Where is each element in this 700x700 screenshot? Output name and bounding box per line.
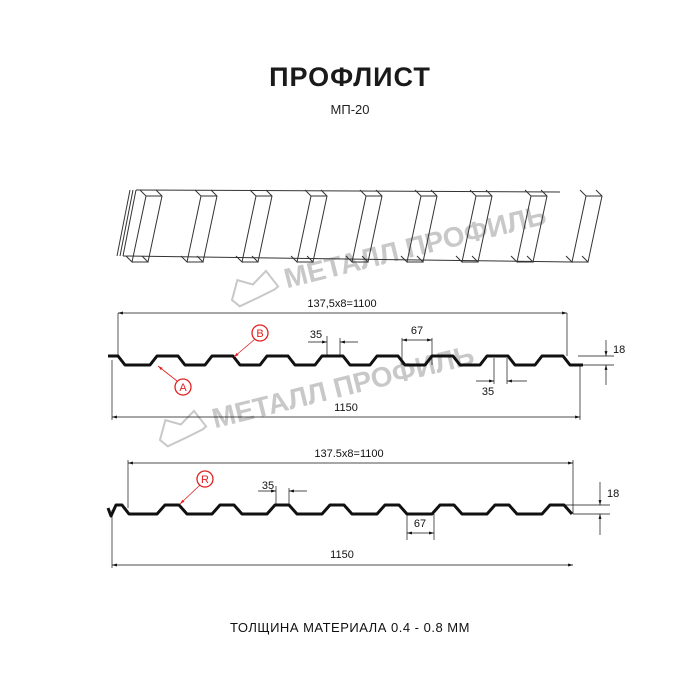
watermark-1: МЕТАЛЛ ПРОФИЛЬ (230, 199, 549, 308)
sheet-rib (565, 189, 587, 264)
watermark-2: МЕТАЛЛ ПРОФИЛЬ (158, 339, 477, 448)
marker-a-label: A (179, 382, 187, 394)
page-title: ПРОФЛИСТ (269, 62, 431, 92)
height-label: 18 (607, 488, 619, 500)
sheet-rib (400, 189, 422, 264)
sheet-rib (297, 195, 327, 263)
sheet-rib (407, 195, 437, 263)
marker-r-label: R (201, 474, 209, 486)
sheet-rib (581, 189, 603, 264)
height-label: 18 (613, 344, 625, 356)
watermark-text: МЕТАЛЛ ПРОФИЛЬ (281, 199, 549, 294)
profile-top-outline (108, 354, 583, 367)
marker-r (196, 470, 214, 488)
width-label: 1150 (330, 549, 354, 561)
material-thickness: ТОЛЩИНА МАТЕРИАЛА 0.4 - 0.8 ММ (230, 620, 470, 635)
sheet-rib (141, 189, 163, 264)
sheet-rib (510, 189, 532, 264)
sheet-rib (345, 189, 367, 264)
top-width-label: 35 (262, 480, 274, 492)
sheet-rib (180, 189, 202, 264)
model-subtitle: МП-20 (330, 102, 370, 117)
sheet-rib (306, 189, 328, 264)
sheet-3d-view (116, 189, 603, 264)
profile-bottom-outline (106, 503, 574, 518)
sheet-rib (116, 189, 137, 257)
sheet-rib (235, 189, 257, 264)
sheet-rib (572, 195, 602, 263)
marker-b (251, 324, 269, 342)
trough-label: 67 (414, 518, 426, 530)
sheet-rib (517, 195, 547, 263)
sheet-rib (462, 195, 492, 263)
sheet-rib (471, 189, 493, 264)
marker-b-label: B (256, 328, 263, 340)
trough-label: 67 (411, 325, 423, 337)
sheet-rib (132, 195, 162, 263)
sheet-rib (242, 195, 272, 263)
sheet-rib (290, 189, 312, 264)
sheet-rib (361, 189, 383, 264)
sheet-rib (125, 189, 147, 264)
watermark-text: МЕТАЛЛ ПРОФИЛЬ (209, 339, 477, 434)
top-width-label: 35 (310, 329, 322, 341)
sheet-rib (187, 195, 217, 263)
bottom-width-label: 35 (482, 386, 494, 398)
sheet-rib (455, 189, 477, 264)
sheet-rib (416, 189, 438, 264)
sheet-rib (196, 189, 218, 264)
marker-a (174, 378, 192, 396)
sheet-rib (352, 195, 382, 263)
profile-top: 137,5x8=1100 1150 35 67 35 18 B A (108, 298, 625, 420)
profile-bottom: 137.5x8=1100 1150 35 67 18 R (106, 448, 619, 568)
pitch-label: 137.5x8=1100 (314, 448, 383, 460)
pitch-label: 137,5x8=1100 (307, 298, 376, 310)
sheet-rib (251, 189, 273, 264)
width-label: 1150 (334, 402, 358, 414)
sheet-rib (526, 189, 548, 264)
